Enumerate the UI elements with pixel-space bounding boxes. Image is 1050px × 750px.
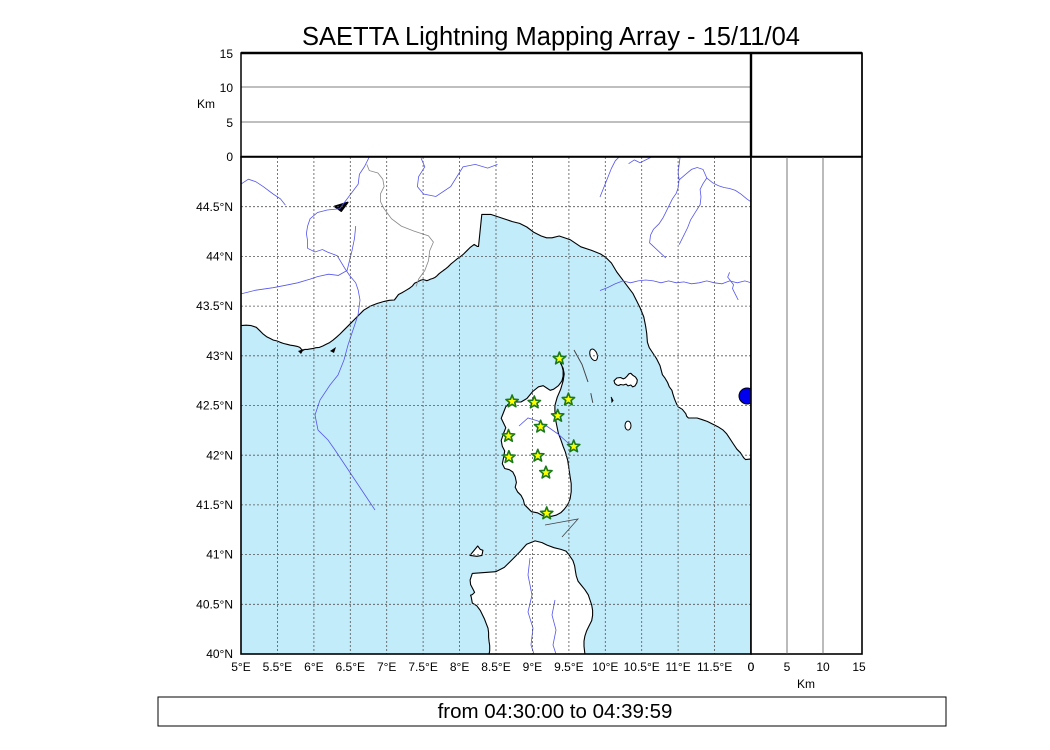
svg-text:41.5°N: 41.5°N (196, 498, 233, 512)
svg-text:7.5°E: 7.5°E (408, 660, 437, 674)
svg-text:43°N: 43°N (206, 349, 233, 363)
svg-text:5: 5 (784, 660, 791, 674)
svg-text:9°E: 9°E (523, 660, 542, 674)
svg-text:7°E: 7°E (377, 660, 396, 674)
svg-text:0: 0 (748, 660, 755, 674)
svg-text:15: 15 (852, 660, 866, 674)
svg-text:8.5°E: 8.5°E (481, 660, 510, 674)
svg-text:5: 5 (226, 116, 233, 130)
svg-text:15: 15 (220, 47, 234, 61)
svg-text:40°N: 40°N (206, 647, 233, 661)
svg-text:42.5°N: 42.5°N (196, 399, 233, 413)
svg-text:5.5°E: 5.5°E (263, 660, 292, 674)
svg-text:from 04:30:00 to 04:39:59: from 04:30:00 to 04:39:59 (438, 700, 673, 723)
svg-text:10: 10 (220, 81, 234, 95)
svg-text:10.5°E: 10.5°E (624, 660, 660, 674)
svg-text:44°N: 44°N (206, 250, 233, 264)
svg-text:5°E: 5°E (231, 660, 250, 674)
svg-text:42°N: 42°N (206, 448, 233, 462)
svg-text:Km: Km (197, 97, 215, 111)
svg-text:11°E: 11°E (665, 660, 690, 674)
svg-text:6°E: 6°E (304, 660, 323, 674)
svg-text:10°E: 10°E (592, 660, 618, 674)
svg-text:44.5°N: 44.5°N (196, 200, 233, 214)
svg-text:6.5°E: 6.5°E (336, 660, 365, 674)
svg-text:Km: Km (797, 677, 815, 691)
svg-text:8°E: 8°E (450, 660, 469, 674)
svg-text:41°N: 41°N (206, 548, 233, 562)
svg-text:40.5°N: 40.5°N (196, 597, 233, 611)
svg-text:10: 10 (816, 660, 830, 674)
svg-text:43.5°N: 43.5°N (196, 299, 233, 313)
svg-text:SAETTA Lightning Mapping Array: SAETTA Lightning Mapping Array - 15/11/0… (302, 23, 800, 51)
svg-text:11.5°E: 11.5°E (697, 660, 732, 674)
svg-text:9.5°E: 9.5°E (554, 660, 583, 674)
svg-text:0: 0 (226, 150, 233, 164)
